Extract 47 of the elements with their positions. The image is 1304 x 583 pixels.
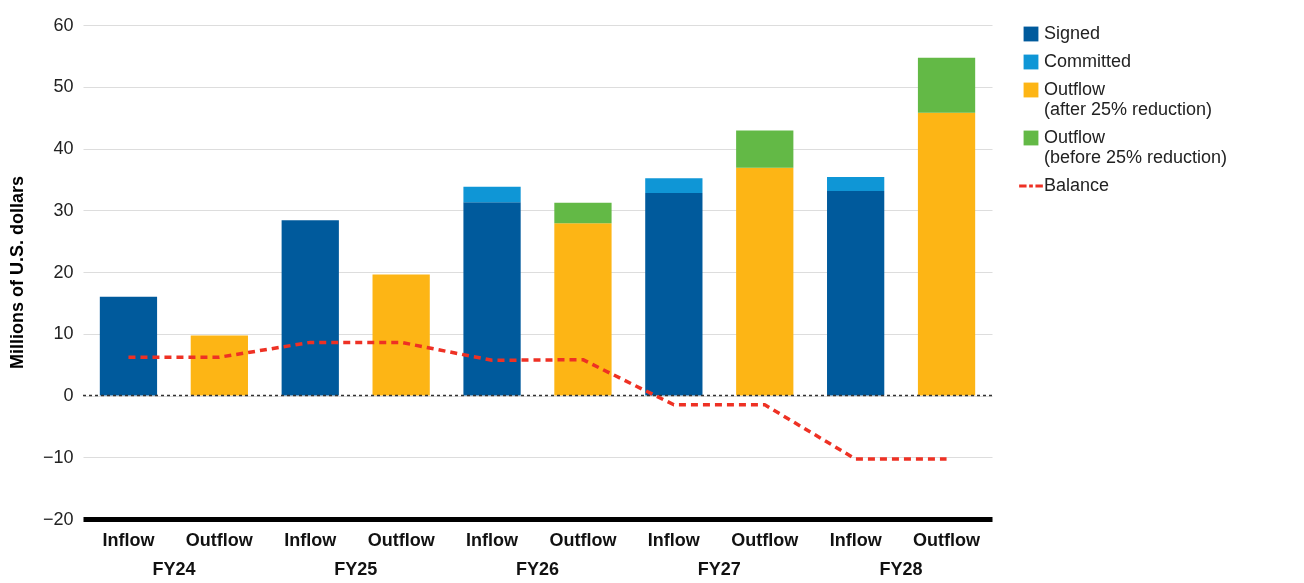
bar (736, 167, 794, 396)
legend-label: Signed (1044, 23, 1101, 43)
bar (372, 274, 430, 396)
x-tick-label: Inflow (466, 529, 520, 550)
bar (736, 130, 794, 168)
bar (554, 223, 612, 396)
x-tick-label: Inflow (284, 529, 338, 550)
x-tick-label: Inflow (829, 529, 883, 550)
bar (554, 202, 612, 224)
bar (281, 220, 339, 396)
y-axis-title: Millions of U.S. dollars (6, 175, 27, 370)
bar (463, 186, 521, 203)
y-tick-label: −10 (42, 446, 74, 467)
x-tick-label: Outflow (731, 529, 800, 550)
bar (190, 335, 248, 396)
bar (645, 192, 703, 396)
x-tick-label: Inflow (647, 529, 701, 550)
y-tick-label: 30 (53, 199, 74, 220)
y-tick-label: −20 (42, 508, 74, 529)
x-tick-label: Inflow (102, 529, 156, 550)
y-tick-label: 0 (63, 385, 74, 405)
bar (827, 176, 885, 192)
y-tick-label: 20 (53, 261, 74, 282)
legend-label: Outflow (after 25% reduction) (1044, 79, 1213, 119)
text: FY24 (152, 559, 196, 579)
bar (917, 57, 976, 113)
legend-label: Committed (1044, 51, 1132, 71)
bar (99, 296, 158, 396)
bar (645, 178, 703, 193)
bar (463, 202, 521, 396)
y-tick-label: 40 (53, 138, 74, 158)
text: FY28 (879, 559, 923, 579)
bar (827, 191, 885, 396)
line-series (126, 340, 949, 461)
x-tick-label: Outflow (913, 529, 982, 550)
x-tick-label: Outflow (185, 529, 254, 550)
text: FY27 (697, 559, 741, 579)
x-tick-label: Outflow (367, 529, 436, 550)
legend-label: Balance (1044, 175, 1110, 195)
text: FY25 (334, 559, 378, 579)
y-tick-label: 60 (53, 14, 74, 35)
x-tick-label: Outflow (549, 529, 618, 550)
y-tick-label: 50 (53, 76, 74, 97)
y-tick-label: 10 (53, 323, 74, 344)
legend-label: Outflow (before 25% reduction) (1044, 127, 1228, 167)
text: FY26 (515, 559, 560, 579)
bar (917, 112, 976, 396)
